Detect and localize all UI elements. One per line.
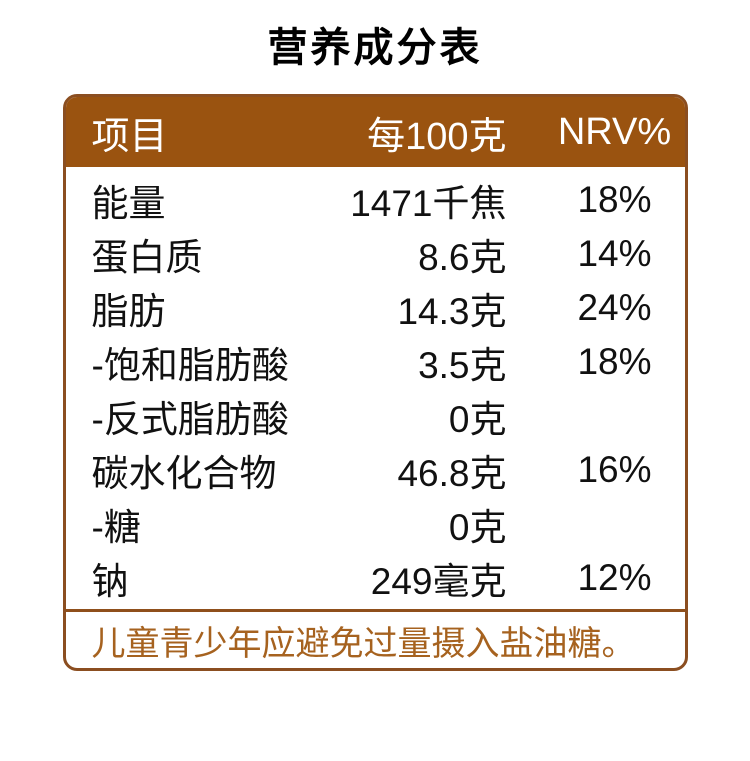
- item-name-cell: 碳水化合物: [91, 453, 277, 494]
- nrv-cell: 18%: [577, 179, 652, 220]
- header-nrv-column: NRV%: [557, 110, 672, 153]
- per-100g-cell: 46.8克: [397, 453, 507, 494]
- item-name-cell: -糖: [91, 507, 141, 548]
- table-row-saturated-fat: -饱和脂肪酸 3.5克 18%: [66, 335, 685, 389]
- item-name-cell: -饱和脂肪酸: [91, 345, 289, 386]
- per-100g-cell: 249毫克: [370, 561, 507, 602]
- header-per100g-column: 每100克: [367, 115, 507, 158]
- table-row-sugar: -糖 0克: [66, 497, 685, 551]
- per-100g-cell: 0克: [448, 507, 507, 548]
- per-100g-cell: 3.5克: [418, 345, 507, 386]
- table-row-carbohydrate: 碳水化合物 46.8克 16%: [66, 443, 685, 497]
- per-100g-cell: 8.6克: [418, 237, 507, 278]
- per-100g-cell: 0克: [448, 399, 507, 440]
- item-name-cell: 脂肪: [91, 291, 166, 332]
- table-row-sodium: 钠 249毫克 12%: [66, 551, 685, 605]
- table-row-energy: 能量 1471千焦 18%: [66, 173, 685, 227]
- footnote: 儿童青少年应避免过量摄入盐油糖。: [91, 624, 636, 663]
- table-row-trans-fat: -反式脂肪酸 0克: [66, 389, 685, 443]
- item-name-cell: 能量: [91, 183, 166, 224]
- header-item-column: 项目: [91, 115, 168, 158]
- footnote-divider: [65, 609, 685, 612]
- per-100g-cell: 14.3克: [397, 291, 507, 332]
- item-name-cell: -反式脂肪酸: [91, 399, 289, 440]
- nrv-cell: 14%: [577, 233, 652, 274]
- table-row-protein: 蛋白质 8.6克 14%: [66, 227, 685, 281]
- nutrition-facts-table: 项目 每100克 NRV% 能量 1471千焦 18% 蛋白质 8.6克 14%…: [62, 94, 688, 671]
- table-body: 能量 1471千焦 18% 蛋白质 8.6克 14% 脂肪 14.3克 24% …: [66, 167, 685, 609]
- table-row-fat: 脂肪 14.3克 24%: [66, 281, 685, 335]
- per-100g-cell: 1471千焦: [350, 183, 507, 224]
- table-header-row: 项目 每100克 NRV%: [65, 97, 685, 167]
- nrv-cell: 12%: [577, 557, 652, 598]
- nrv-cell: 24%: [577, 287, 652, 328]
- nrv-cell: 16%: [577, 449, 652, 490]
- page-title: 营养成分表: [267, 26, 483, 70]
- item-name-cell: 钠: [91, 561, 129, 602]
- item-name-cell: 蛋白质: [91, 237, 203, 278]
- nrv-cell: 18%: [577, 341, 652, 382]
